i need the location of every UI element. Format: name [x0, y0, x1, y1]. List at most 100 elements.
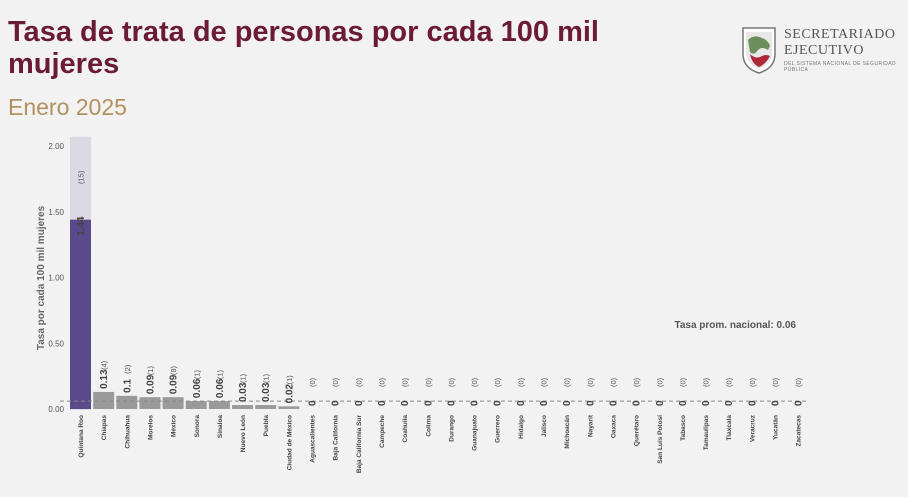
bar-value-label: 0	[608, 400, 619, 406]
category-label: Michoacán	[564, 415, 571, 449]
secretariado-logo: SECRETARIADO EJECUTIVO DEL SISTEMA NACIO…	[740, 26, 908, 78]
bar-count-label: (0)	[516, 377, 525, 387]
bar-value-label: 0	[446, 400, 457, 406]
bar-value-label: 0	[400, 400, 411, 406]
bar-count-label: (0)	[424, 377, 433, 387]
category-label: México	[171, 415, 178, 437]
bar-count-label: (0)	[377, 377, 386, 387]
category-label: Coahuila	[402, 415, 409, 443]
category-label: San Luis Potosí	[657, 415, 664, 464]
bar-value-label: 0	[771, 400, 782, 406]
bar-value-label: 0	[724, 400, 735, 406]
bar-count-label: (0)	[540, 377, 549, 387]
category-label: Nayarit	[587, 414, 594, 437]
category-label: Quintana Roo	[78, 415, 85, 458]
category-label: Hidalgo	[518, 415, 525, 439]
category-label: Querétaro	[634, 415, 641, 446]
bar-count-label: (4)	[100, 360, 109, 370]
bar-value-label: 0	[470, 400, 481, 406]
category-label: Tamaulipas	[703, 415, 710, 451]
bar	[93, 391, 115, 409]
y-tick-label: 1.50	[48, 208, 64, 217]
category-label: Aguascalientes	[310, 415, 317, 463]
category-label: Tlaxcala	[726, 415, 733, 441]
bar-count-label: (0)	[609, 377, 618, 387]
bar-value-label: 0.13	[99, 369, 110, 389]
bar-count-label: (0)	[586, 377, 595, 387]
category-label: Zacatecas	[796, 415, 803, 447]
bar	[116, 395, 138, 409]
bar-count-label: (0)	[748, 377, 757, 387]
category-label: Ciudad de México	[286, 415, 293, 470]
logo-line-3: DEL SISTEMA NACIONAL DE SEGURIDAD PÚBLIC…	[784, 61, 897, 73]
category-label: Oaxaca	[610, 415, 617, 439]
bar-value-label: 0.06	[192, 378, 203, 398]
bar-value-label: 0	[794, 400, 805, 406]
logo-line-1: SECRETARIADO	[784, 27, 896, 42]
bar-value-label: 0.03	[238, 382, 249, 402]
bar-value-label: 0	[377, 400, 388, 406]
category-label: Tabasco	[680, 415, 687, 441]
bar-count-label: (0)	[632, 377, 641, 387]
bar-value-label: 0.06	[215, 378, 226, 398]
bar	[185, 401, 207, 409]
y-tick-label: 0.50	[48, 339, 64, 348]
bar-value-label: 0	[562, 400, 573, 406]
bar-count-label: (0)	[563, 377, 572, 387]
category-label: Colima	[425, 415, 432, 437]
bar	[208, 401, 230, 409]
bar-count-label: (1)	[239, 373, 248, 383]
bar-value-label: 0	[423, 400, 434, 406]
bar-value-label: 1.44	[76, 216, 87, 236]
bar-value-label: 0	[701, 400, 712, 406]
bar	[162, 397, 184, 409]
page-subtitle: Enero 2025	[8, 94, 127, 120]
bar	[70, 219, 91, 409]
y-tick-label: 2.00	[48, 142, 64, 151]
bar-count-label: (0)	[678, 377, 687, 387]
bar-value-label: 0.03	[261, 382, 272, 402]
bar-value-label: 0.1	[122, 379, 133, 393]
bar-count-label: (1)	[192, 369, 201, 379]
bar-value-label: 0.09	[169, 374, 180, 394]
bar	[255, 405, 277, 409]
bar-count-label: (0)	[354, 377, 363, 387]
bar-value-label: 0	[678, 400, 689, 406]
bar-labels: 1.44(15)0.13(4)0.1(2)0.09(1)0.09(8)0.06(…	[76, 170, 805, 406]
bar-value-label: 0	[747, 400, 758, 406]
y-axis: 0.00 0.50 1.00 1.50 2.00 Tasa por cada 100 mi…	[36, 142, 65, 414]
bar-count-label: (1)	[285, 375, 294, 385]
page-title: Tasa de trata de personas por cada 100 m…	[8, 16, 599, 80]
category-label: Guanajuato	[472, 415, 479, 451]
category-label: Chihuahua	[124, 415, 131, 449]
bar-count-label: (0)	[493, 377, 502, 387]
bar-value-label: 0	[585, 400, 596, 406]
bar-value-label: 0	[493, 400, 504, 406]
bar-value-label: 0.02	[284, 383, 295, 403]
category-label: Sinaloa	[217, 415, 224, 439]
category-label: Guerrero	[495, 415, 502, 443]
bar-count-label: (15)	[77, 170, 86, 184]
category-label: Puebla	[263, 415, 270, 437]
category-label: Sonora	[194, 415, 201, 438]
bar-value-label: 0	[308, 400, 319, 406]
y-axis-label: Tasa por cada 100 mil mujeres	[36, 205, 47, 350]
category-label: Baja California	[333, 415, 340, 461]
category-label: Morelos	[147, 415, 154, 440]
bar-count-label: (2)	[123, 364, 132, 374]
category-label: Yucatán	[773, 415, 780, 440]
bar-value-label: 0	[516, 400, 527, 406]
y-tick-label: 1.00	[48, 274, 64, 283]
bar-value-label: 0.09	[145, 374, 156, 394]
bar-value-label: 0	[632, 400, 643, 406]
bar-count-label: (0)	[725, 377, 734, 387]
bar-count-label: (0)	[771, 377, 780, 387]
bar-count-label: (0)	[308, 377, 317, 387]
bars	[70, 136, 300, 411]
bar	[232, 405, 254, 409]
category-label: Nuevo León	[240, 415, 247, 452]
bar-count-label: (1)	[146, 365, 155, 375]
reference-line-group: Tasa prom. nacional: 0.06	[60, 320, 808, 402]
bar-count-label: (1)	[262, 373, 271, 383]
